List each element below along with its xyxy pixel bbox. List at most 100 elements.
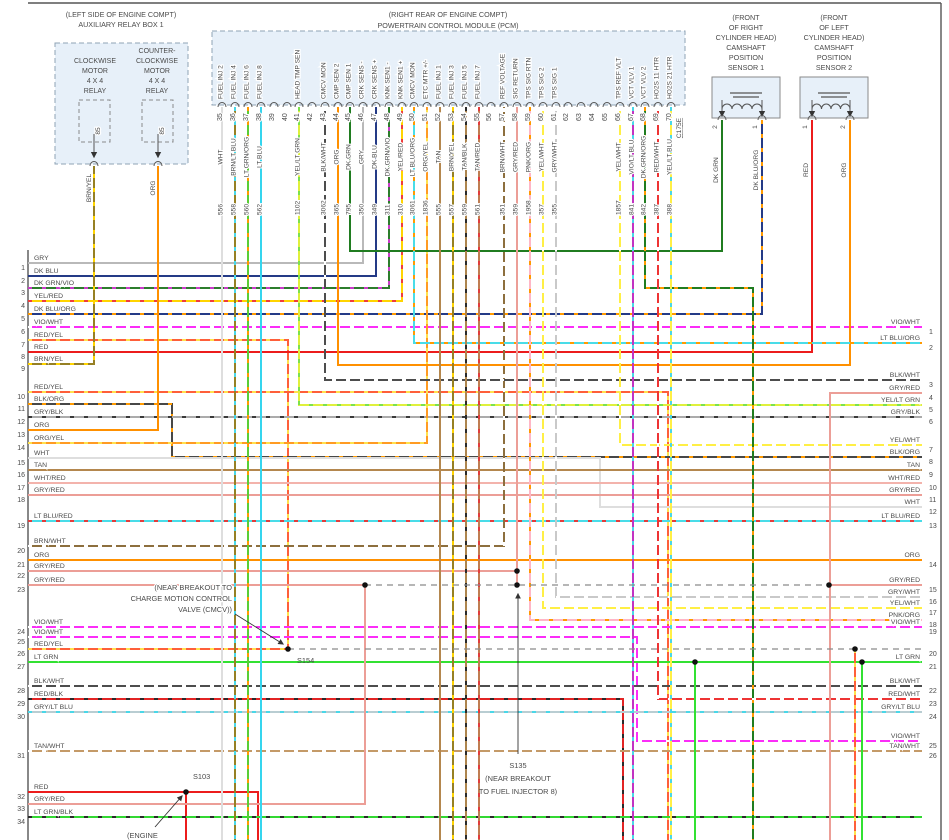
left-exit-number-18: 18: [17, 497, 25, 504]
left-exit-label-25: VIO/WHT: [34, 629, 63, 636]
pcm-pin-number: 40: [282, 113, 289, 121]
pcm-wire-color-label: ORG: [334, 149, 341, 164]
relay-element-box: [78, 99, 111, 143]
right-exit-label-8: BLK/ORG: [890, 449, 920, 456]
wire-dk-grn: [349, 107, 723, 252]
left-exit-label-22: GRY/RED: [34, 563, 65, 570]
pcm-circuit-number: 562: [257, 204, 264, 215]
pcm-pin-label: CMCV MON: [321, 62, 328, 99]
wire-gry: [28, 107, 364, 264]
left-exit-label-21: ORG: [34, 552, 49, 559]
pcm-wire-color-label: YEL/WHT: [616, 142, 623, 171]
sensor-pin-cavity: [717, 115, 727, 121]
pcm-pin-number: 50: [409, 113, 416, 121]
pcm-pin-label: CMP SEN 1: [346, 63, 353, 99]
pcm-wire-color-label: VIO/LT BLU: [629, 139, 636, 174]
right-exit-label-3: BLK/WHT: [890, 372, 920, 379]
pcm-pin-cavity: [422, 102, 432, 108]
left-exit-number-14: 14: [17, 445, 25, 452]
right-exit-number-25: 25: [929, 743, 937, 750]
pcm-wire-color-label: LT BLU/ORG: [410, 138, 417, 177]
right-exit-label-26: TAN/WHT: [890, 743, 920, 750]
callout-text: VALVE (CMCV)): [178, 605, 232, 614]
relay-name: MOTOR: [144, 68, 170, 75]
left-exit-number-5: 5: [21, 316, 25, 323]
pcm-pin-number: 46: [358, 113, 365, 121]
pcm-wire-color-label: DK GRN: [346, 144, 353, 170]
wire-yel-red: [28, 107, 403, 302]
left-exit-label-17: WHT/RED: [34, 475, 66, 482]
wire-red: [28, 120, 813, 353]
pcm-pin-cavity: [538, 102, 548, 108]
left-exit-number-34: 34: [17, 819, 25, 826]
left-exit-label-10: RED/YEL: [34, 384, 63, 391]
pcm-pin-cavity: [499, 102, 509, 108]
left-exit-label-29: RED/BLK: [34, 691, 64, 698]
pcm-pin-label: CRK SENS +: [372, 59, 379, 99]
pcm-pin-label: FUEL INJ 1: [436, 65, 443, 99]
pcm-pin-label: FUEL INJ 2: [218, 65, 225, 99]
splice-label-s154: S154: [297, 656, 314, 665]
left-exit-number-29: 29: [17, 701, 25, 708]
right-exit-label-1: VIO/WHT: [891, 319, 920, 326]
right-exit-number-13: 13: [929, 523, 937, 530]
pcm-pin-cavity: [589, 102, 599, 108]
pcm-wire-color-label: TAN/RED: [475, 143, 482, 172]
pcm-wire-color-label: DK GRN/ORG: [641, 136, 648, 179]
sensor-wire-color-label: RED: [803, 163, 810, 177]
pcm-pin-label: VCT VLV 2: [641, 66, 648, 99]
left-exit-number-12: 12: [17, 419, 25, 426]
pcm-wire-color-label: LT BLU: [257, 146, 264, 168]
pcm-pin-cavity: [230, 102, 240, 108]
pcm-pin-cavity: [640, 102, 650, 108]
pcm-pin-cavity: [282, 102, 292, 108]
sensor-coil: [811, 103, 851, 110]
pcm-pin-label: TPS SIG 2: [539, 67, 546, 99]
left-exit-number-33: 33: [17, 806, 25, 813]
left-exit-number-30: 30: [17, 714, 25, 721]
wire-gry-red: [28, 585, 366, 805]
left-exit-label-28: BLK/WHT: [34, 678, 64, 685]
pcm-pin-cavity: [320, 102, 330, 108]
pcm-circuit-number: 555: [436, 204, 443, 215]
pcm-pin-cavity: [615, 102, 625, 108]
pcm-pin-number: 43: [320, 113, 327, 121]
pcm-pin-number: 60: [538, 113, 545, 121]
pcm-pin-cavity: [333, 102, 343, 108]
pcm-wire-color-label: GRY: [359, 149, 366, 164]
pcm-circuit-number: 351: [500, 204, 507, 215]
left-exit-number-2: 2: [21, 278, 25, 285]
left-exit-number-16: 16: [17, 472, 25, 479]
relay-wire-color-label: ORG: [150, 180, 157, 195]
right-exit-number-18: 18: [929, 622, 937, 629]
relay-element-box: [141, 99, 174, 143]
pcm-pin-number: 63: [576, 113, 583, 121]
right-exit-label-4: GRY/RED: [889, 385, 920, 392]
pcm-pin-label: FUEL INJ 4: [231, 65, 238, 99]
relay-name: 4 X 4: [149, 78, 165, 85]
pcm-pin-cavity: [628, 102, 638, 108]
right-exit-number-24: 24: [929, 714, 937, 721]
right-exit-number-17: 17: [929, 610, 937, 617]
pcm-pin-label: SIG RETURN: [513, 58, 520, 99]
relay-name: CLOCKWISE: [74, 58, 116, 65]
pcm-box: [211, 30, 686, 106]
splice-dot: [852, 646, 858, 652]
pcm-pin-label: FUEL INJ 5: [462, 65, 469, 99]
pcm-wire-color-label: WHT: [218, 149, 225, 164]
relay-terminal-85: 85: [95, 127, 102, 135]
left-exit-label-27: LT GRN: [34, 654, 58, 661]
camshaft-sensor-title: CYLINDER HEAD): [804, 33, 865, 42]
pcm-wire-color-label: BRN/LT BLU: [231, 138, 238, 176]
pcm-pin-number: 49: [397, 113, 404, 121]
right-exit-number-22: 22: [929, 688, 937, 695]
right-exit-number-10: 10: [929, 485, 937, 492]
camshaft-sensor-title: POSITION: [817, 53, 851, 62]
sensor-wire-color-label: DK GRN: [713, 157, 720, 183]
right-exit-number-5: 5: [929, 407, 933, 414]
right-exit-number-26: 26: [929, 753, 937, 760]
right-exit-number-6: 6: [929, 419, 933, 426]
pcm-pin-cavity: [371, 102, 381, 108]
pcm-wire-color-label: GRY/RED: [513, 142, 520, 172]
